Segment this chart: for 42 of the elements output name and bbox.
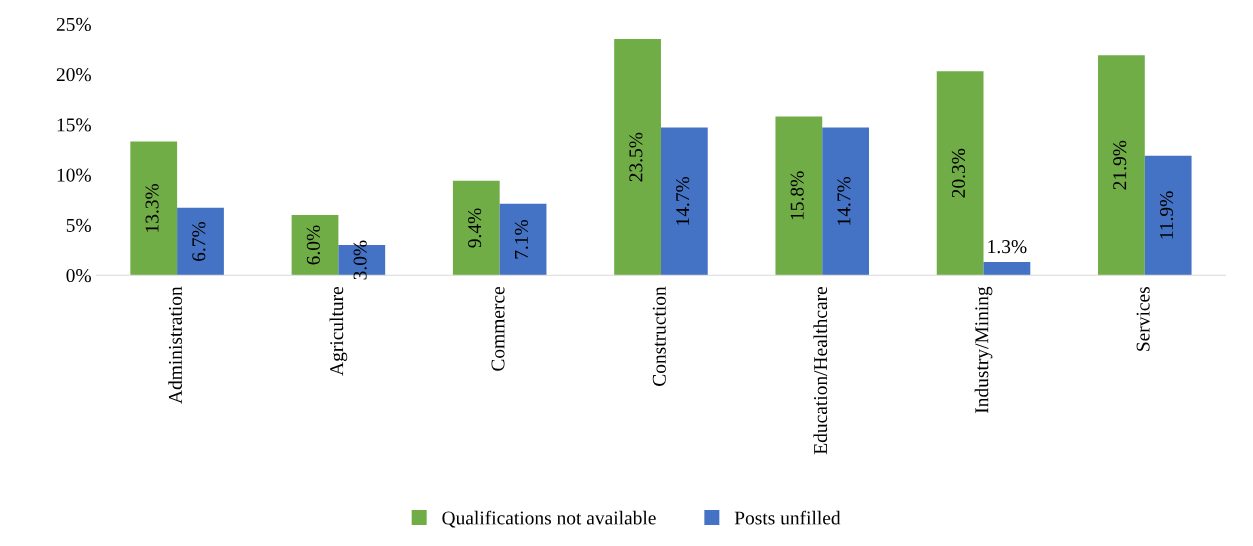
x-tick-label: Commerce — [491, 286, 505, 371]
data-label: 13.3% — [145, 183, 159, 232]
bar — [291, 214, 339, 276]
data-label: 15.8% — [790, 171, 804, 220]
y-tick-label: 10% — [57, 168, 91, 182]
x-tick-label: Construction — [652, 286, 666, 386]
data-label: 3.0% — [353, 240, 367, 280]
y-tick-label: 20% — [56, 68, 91, 82]
data-label: 14.7% — [837, 176, 851, 225]
bar — [452, 180, 500, 276]
data-label: 23.5% — [629, 132, 643, 182]
bar — [499, 203, 547, 276]
data-label: 21.9% — [1113, 140, 1127, 190]
bar — [1098, 55, 1145, 276]
data-label: 20.3% — [951, 148, 966, 198]
data-label: 6.7% — [192, 221, 206, 261]
bar — [936, 71, 984, 276]
legend-label: Posts unfilled — [734, 510, 841, 525]
bar — [983, 262, 1031, 276]
y-tick-label: 15% — [57, 118, 91, 132]
y-tick-label: 5% — [66, 218, 91, 232]
data-label: 9.4% — [468, 208, 482, 248]
data-label: 7.1% — [514, 219, 529, 259]
x-tick-label: Agriculture — [329, 286, 348, 376]
x-tick-label: Services — [1136, 287, 1150, 351]
bar — [614, 39, 661, 276]
bar — [177, 207, 224, 276]
bar — [660, 127, 708, 276]
legend-label: Qualifications not available — [442, 510, 656, 528]
bar — [130, 141, 178, 276]
bar — [1144, 155, 1192, 276]
data-label: 6.0% — [306, 225, 320, 265]
data-label: 14.7% — [676, 176, 690, 225]
y-tick-label: 25% — [56, 17, 91, 32]
data-label: 11.9% — [1159, 191, 1174, 239]
bar — [822, 127, 870, 276]
y-tick-label: 0% — [66, 269, 91, 283]
x-tick-label: Industry/Mining — [974, 286, 993, 414]
x-tick-label: Administration — [168, 286, 182, 404]
x-tick-label: Education/Healthcare — [813, 286, 828, 455]
data-label: 1.3% — [988, 240, 1027, 254]
bar — [775, 116, 823, 276]
